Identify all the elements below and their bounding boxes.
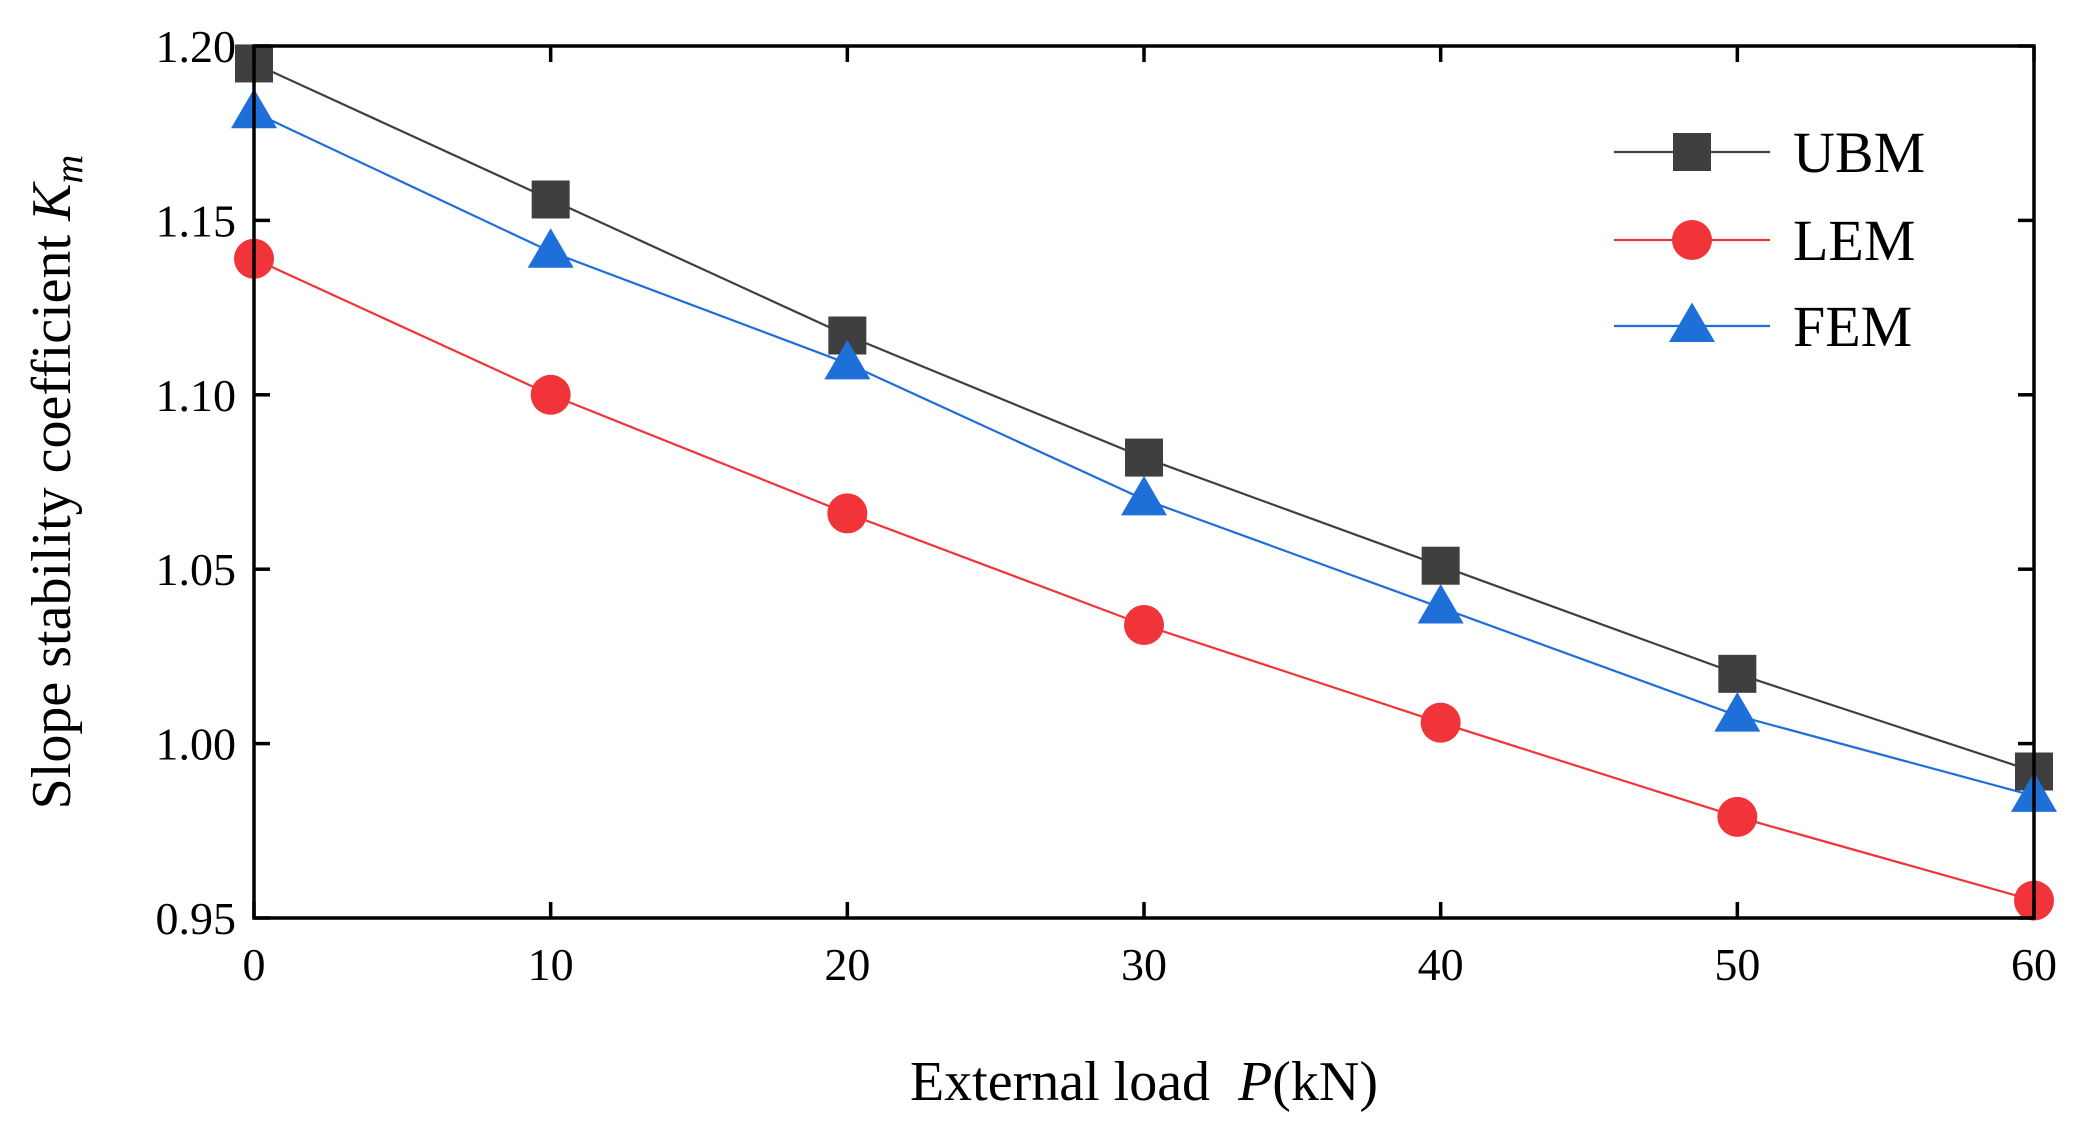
x-tick-label-1: 10 (528, 939, 574, 990)
y-axis-title-variable: K (21, 181, 83, 222)
legend-marker-ubm (1673, 133, 1711, 171)
y-axis-title-subscript: m (46, 155, 91, 184)
x-tick-label-2: 20 (824, 939, 870, 990)
x-axis-title-prefix: External load (910, 1051, 1238, 1113)
x-tick-label-4: 40 (1418, 939, 1464, 990)
legend-marker-lem (1672, 220, 1712, 260)
data-point-ubm-3 (1125, 438, 1163, 477)
data-point-fem-1 (527, 228, 574, 268)
data-point-lem-2 (827, 493, 868, 534)
x-tick-label-0: 0 (243, 939, 266, 990)
y-tick-label-4: 1.15 (156, 195, 237, 246)
data-point-ubm-4 (1421, 546, 1460, 585)
data-point-lem-3 (1124, 605, 1164, 646)
axes-layer: 0 10 20 30 40 50 60 0.95 1.00 1.05 1.10 1.15 1.20 (156, 21, 2058, 990)
y-axis-title: Slope stability coefficient Km (21, 155, 91, 810)
series-line-lem (253, 257, 2035, 902)
legend-marker-fem (1669, 302, 1715, 342)
data-point-fem-3 (1121, 475, 1167, 516)
data-point-ubm-1 (531, 180, 570, 219)
y-tick-label-3: 1.10 (156, 370, 237, 421)
y-tick-label-2: 1.05 (156, 544, 237, 595)
y-axis-title-prefix: Slope stability coefficient (21, 221, 83, 809)
x-axis-title-unit: (kN) (1272, 1051, 1378, 1113)
data-point-lem-1 (530, 374, 571, 415)
y-tick-label-0: 0.95 (156, 893, 237, 944)
x-tick-label-6: 60 (2011, 939, 2057, 990)
series-line-ubm (253, 62, 2035, 773)
data-point-lem-4 (1420, 702, 1461, 743)
x-axis-title-variable: P (1237, 1051, 1272, 1113)
data-point-fem-4 (1417, 584, 1464, 624)
x-tick-label-5: 50 (1714, 939, 1760, 990)
x-axis-title: External load P(kN) (910, 1051, 1378, 1113)
data-point-fem-5 (1714, 692, 1761, 732)
y-tick-label-5: 1.20 (156, 21, 237, 72)
y-tick-label-1: 1.00 (156, 719, 237, 770)
legend-label-lem: LEM (1793, 208, 1915, 273)
legend-label-ubm: UBM (1793, 120, 1925, 185)
data-point-ubm-5 (1718, 654, 1757, 693)
legend-label-fem: FEM (1793, 294, 1912, 359)
series-layer (231, 44, 2057, 921)
x-tick-label-3: 30 (1121, 939, 1167, 990)
data-point-fem-2 (824, 339, 871, 380)
legend: UBM LEM FEM (1614, 120, 1925, 359)
data-point-lem-5 (1717, 796, 1758, 837)
